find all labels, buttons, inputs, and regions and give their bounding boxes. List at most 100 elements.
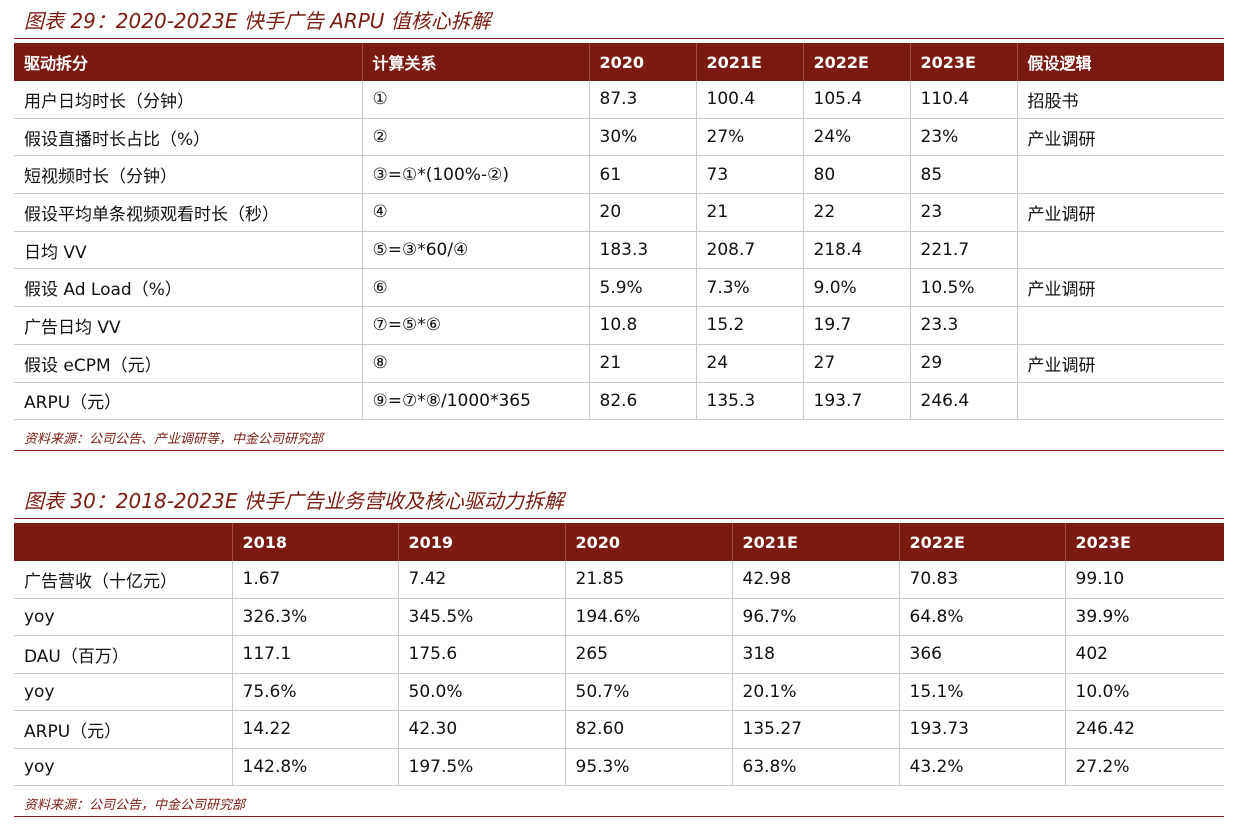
table2-header-cell: 2023E (1064, 523, 1224, 561)
table1-header-cell: 驱动拆分 (14, 43, 362, 81)
row-label: yoy (14, 598, 232, 636)
table-cell: 20 (588, 193, 696, 232)
table-cell: 21.85 (564, 561, 732, 599)
table-cell: ⑨=⑦*⑧/1000*365 (361, 382, 589, 421)
table-cell: 246.4 (909, 382, 1017, 421)
table-cell: 326.3% (231, 598, 398, 636)
table-cell: 75.6% (231, 673, 398, 711)
table-cell: ① (361, 81, 589, 119)
table2-header-cell: 2018 (231, 523, 398, 561)
table-row: 假设平均单条视频观看时长（秒） ④ 20 21 22 23 产业调研 (14, 193, 1224, 232)
row-label: 假设平均单条视频观看时长（秒） (14, 193, 362, 232)
table-cell: 10.8 (588, 306, 696, 345)
row-label: yoy (14, 748, 232, 786)
table-cell (1016, 155, 1224, 195)
table-cell (1016, 382, 1224, 421)
table-cell: 14.22 (231, 710, 398, 749)
table1-header-cell: 2022E (802, 43, 910, 81)
table-cell: 15.1% (898, 673, 1065, 711)
table2-header-row: 2018 2019 2020 2021E 2022E 2023E (14, 523, 1224, 561)
table-cell: 7.42 (397, 561, 565, 599)
table-cell: 43.2% (898, 748, 1065, 786)
table-cell: 366 (898, 635, 1065, 674)
table-cell: ⑧ (361, 344, 589, 383)
table-cell: 29 (909, 344, 1017, 383)
table-cell: 95.3% (564, 748, 732, 786)
table-cell: 23% (909, 118, 1017, 157)
table-cell: 61 (588, 155, 696, 195)
table-cell: 183.3 (588, 231, 696, 270)
table1-title: 图表 29：2020-2023E 快手广告 ARPU 值核心拆解 (24, 9, 491, 33)
table-cell: 9.0% (802, 268, 910, 308)
table-cell: 85 (909, 155, 1017, 195)
table1-header-row: 驱动拆分 计算关系 2020 2021E 2022E 2023E 假设逻辑 (14, 43, 1224, 81)
table-cell: 99.10 (1064, 561, 1224, 599)
table-cell: 30% (588, 118, 696, 157)
table2-source-rule (14, 816, 1224, 817)
table-cell: 265 (564, 635, 732, 674)
table-cell: ⑥ (361, 268, 589, 308)
row-label: 假设 Ad Load（%） (14, 268, 362, 308)
table-cell: 1.67 (231, 561, 398, 599)
table-cell: 402 (1064, 635, 1224, 674)
table-cell: 22 (802, 193, 910, 232)
table-cell: 318 (731, 635, 899, 674)
table-cell: 82.60 (564, 710, 732, 749)
table-cell: ② (361, 118, 589, 157)
table-row: ARPU（元） 14.22 42.30 82.60 135.27 193.73 246.42 (14, 710, 1224, 749)
table1-title-rule (14, 38, 1224, 39)
table-cell: 42.98 (731, 561, 899, 599)
table-row: 假设 Ad Load（%） ⑥ 5.9% 7.3% 9.0% 10.5% 产业调研 (14, 268, 1224, 308)
table-row: 日均 VV ⑤=③*60/④ 183.3 208.7 218.4 221.7 (14, 231, 1224, 270)
table-cell: ③=①*(100%-②) (361, 155, 589, 195)
table-cell: 24% (802, 118, 910, 157)
table-row: 假设 eCPM（元） ⑧ 21 24 27 29 产业调研 (14, 344, 1224, 383)
table2-header-cell: 2020 (564, 523, 732, 561)
table-cell: 110.4 (909, 81, 1017, 119)
row-label: 用户日均时长（分钟） (14, 81, 362, 119)
table2-header-cell: 2022E (898, 523, 1065, 561)
row-label: 广告营收（十亿元） (14, 561, 232, 599)
table-cell: 193.73 (898, 710, 1065, 749)
table-row: 用户日均时长（分钟） ① 87.3 100.4 105.4 110.4 招股书 (14, 81, 1224, 119)
table-cell: 5.9% (588, 268, 696, 308)
table-cell: 15.2 (695, 306, 803, 345)
table-cell: 63.8% (731, 748, 899, 786)
table-cell: 117.1 (231, 635, 398, 674)
table-cell: 27 (802, 344, 910, 383)
table-cell: ⑤=③*60/④ (361, 231, 589, 270)
table-cell: 70.83 (898, 561, 1065, 599)
table-cell: 24 (695, 344, 803, 383)
table-cell: 246.42 (1064, 710, 1224, 749)
table-cell: 20.1% (731, 673, 899, 711)
table-cell: 135.27 (731, 710, 899, 749)
table-cell: 142.8% (231, 748, 398, 786)
table-cell: 39.9% (1064, 598, 1224, 636)
table-cell: 64.8% (898, 598, 1065, 636)
table-cell: 345.5% (397, 598, 565, 636)
table-cell: 10.0% (1064, 673, 1224, 711)
table-cell: 194.6% (564, 598, 732, 636)
table-cell: 82.6 (588, 382, 696, 421)
table-cell: 7.3% (695, 268, 803, 308)
table-cell (1016, 306, 1224, 345)
table-row: 广告日均 VV ⑦=⑤*⑥ 10.8 15.2 19.7 23.3 (14, 306, 1224, 345)
row-label: 广告日均 VV (14, 306, 362, 345)
table-cell: 175.6 (397, 635, 565, 674)
table-cell: 23.3 (909, 306, 1017, 345)
table-cell: 产业调研 (1016, 268, 1224, 308)
table-row: 假设直播时长占比（%） ② 30% 27% 24% 23% 产业调研 (14, 118, 1224, 157)
table-cell: 招股书 (1016, 81, 1224, 119)
table-cell (1016, 231, 1224, 270)
table-cell: 50.7% (564, 673, 732, 711)
table-cell: 96.7% (731, 598, 899, 636)
table-cell: 135.3 (695, 382, 803, 421)
table-cell: 105.4 (802, 81, 910, 119)
table2-header-cell: 2021E (731, 523, 899, 561)
row-label: ARPU（元） (14, 382, 362, 421)
row-label: yoy (14, 673, 232, 711)
table-cell: 208.7 (695, 231, 803, 270)
table1-header-cell: 2020 (588, 43, 696, 81)
table-row: DAU（百万） 117.1 175.6 265 318 366 402 (14, 635, 1224, 674)
table-cell: 218.4 (802, 231, 910, 270)
